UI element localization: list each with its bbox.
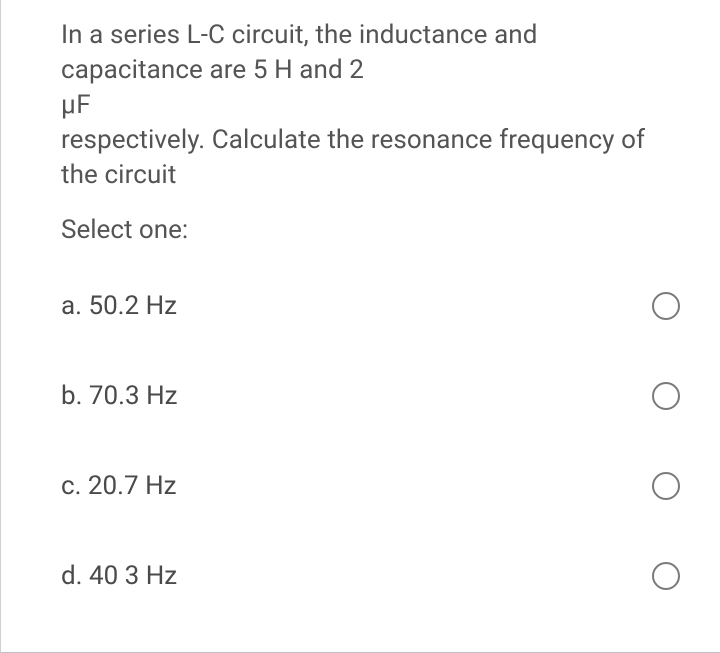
option-text: 40 3 Hz [89, 561, 177, 591]
option-text: 70.3 Hz [89, 381, 178, 411]
option-b[interactable]: b. 70.3 Hz [61, 381, 684, 411]
option-letter: a. [61, 291, 82, 321]
option-a[interactable]: a. 50.2 Hz [61, 291, 684, 321]
option-letter: c. [61, 471, 81, 501]
option-letter: b. [61, 381, 82, 411]
option-label: b. 70.3 Hz [61, 381, 178, 411]
option-text: 50.2 Hz [88, 291, 177, 321]
option-d[interactable]: d. 40 3 Hz [61, 561, 684, 591]
options-list: a. 50.2 Hz b. 70.3 Hz c. 20.7 Hz d. 40 3… [61, 291, 684, 591]
radio-icon[interactable] [652, 562, 680, 590]
question-card: In a series L-C circuit, the inductance … [0, 0, 720, 653]
radio-icon[interactable] [652, 292, 680, 320]
question-unit: μF [61, 88, 684, 123]
option-label: d. 40 3 Hz [61, 561, 177, 591]
option-letter: d. [61, 561, 83, 591]
option-label: c. 20.7 Hz [61, 471, 177, 501]
radio-icon[interactable] [652, 472, 680, 500]
select-one-prompt: Select one: [61, 215, 684, 245]
question-text-line1: In a series L-C circuit, the inductance … [61, 18, 684, 88]
option-c[interactable]: c. 20.7 Hz [61, 471, 684, 501]
question-text-line2: respectively. Calculate the resonance fr… [61, 123, 684, 193]
radio-icon[interactable] [652, 382, 680, 410]
option-label: a. 50.2 Hz [61, 291, 177, 321]
option-text: 20.7 Hz [88, 471, 177, 501]
